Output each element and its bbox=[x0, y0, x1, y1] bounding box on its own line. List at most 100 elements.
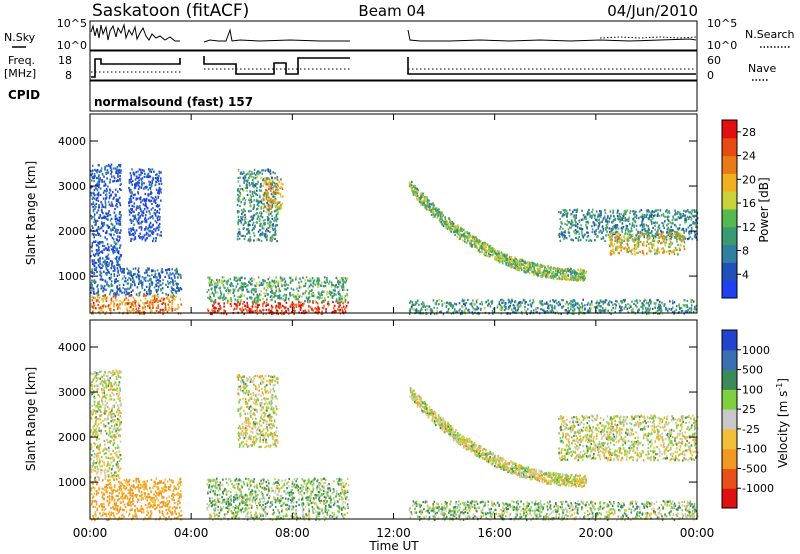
echo-cell bbox=[472, 238, 475, 241]
echo-cell bbox=[245, 218, 247, 221]
echo-cell bbox=[240, 221, 242, 224]
cpid-label: CPID bbox=[8, 88, 40, 102]
echo-cell bbox=[269, 237, 272, 240]
echo-cell bbox=[567, 309, 570, 312]
echo-cell bbox=[154, 229, 157, 232]
echo-cell bbox=[656, 309, 659, 312]
echo-cell bbox=[639, 233, 641, 236]
freq-label-line2: [MHz] bbox=[4, 67, 36, 80]
echo-cell bbox=[658, 251, 661, 254]
echo-cell bbox=[161, 271, 164, 274]
echo-cell bbox=[644, 310, 647, 313]
echo-cell bbox=[607, 309, 609, 312]
echo-cell bbox=[498, 302, 501, 306]
echo-cell bbox=[504, 302, 507, 305]
echo-cell bbox=[145, 187, 147, 190]
echo-cell bbox=[321, 290, 324, 293]
echo-cell bbox=[110, 282, 112, 286]
echo-cell bbox=[688, 311, 691, 314]
echo-cell bbox=[337, 291, 340, 294]
echo-cell bbox=[100, 287, 103, 290]
echo-cell bbox=[553, 307, 556, 310]
echo-cell bbox=[105, 311, 108, 314]
echo-cell bbox=[104, 184, 107, 187]
echo-cell bbox=[276, 212, 279, 215]
echo-cell bbox=[101, 204, 104, 207]
echo-cell bbox=[99, 215, 102, 218]
echo-cell bbox=[616, 246, 619, 249]
echo-cell bbox=[94, 297, 96, 300]
echo-cell bbox=[274, 172, 276, 175]
echo-cell bbox=[281, 187, 284, 190]
echo-cell bbox=[135, 307, 138, 310]
echo-cell bbox=[682, 304, 685, 307]
echo-cell bbox=[273, 292, 275, 295]
echo-cell bbox=[106, 224, 109, 227]
echo-cell bbox=[608, 304, 610, 307]
echo-cell bbox=[580, 227, 582, 230]
nsky-tick-top-right: 10^5 bbox=[707, 17, 737, 30]
echo-cell bbox=[159, 299, 162, 302]
echo-cell bbox=[275, 289, 278, 292]
echo-cell bbox=[157, 228, 160, 232]
echo-cell bbox=[247, 231, 250, 234]
echo-cell bbox=[576, 306, 579, 309]
echo-cell bbox=[621, 218, 623, 221]
echo-cell bbox=[653, 243, 655, 246]
echo-cell bbox=[265, 188, 267, 191]
echo-cell bbox=[633, 250, 636, 253]
echo-cell bbox=[147, 305, 149, 308]
echo-cell bbox=[166, 296, 169, 299]
echo-cell bbox=[274, 201, 277, 204]
echo-cell bbox=[573, 230, 575, 233]
echo-cell bbox=[658, 227, 661, 230]
echo-cell bbox=[422, 195, 425, 199]
echo-cell bbox=[590, 214, 593, 217]
echo-cell bbox=[612, 245, 614, 248]
echo-cell bbox=[654, 232, 657, 235]
echo-cell bbox=[424, 206, 426, 209]
echo-cell bbox=[207, 276, 209, 279]
echo-cell bbox=[219, 286, 222, 289]
echo-cell bbox=[238, 278, 240, 281]
echo-cell bbox=[627, 244, 629, 247]
echo-cell bbox=[214, 310, 216, 313]
echo-cell bbox=[91, 275, 94, 278]
echo-cell bbox=[133, 193, 135, 197]
echo-cell bbox=[237, 235, 239, 238]
echo-cell bbox=[424, 197, 427, 200]
echo-cell bbox=[667, 226, 670, 229]
echo-cell bbox=[259, 171, 261, 174]
echo-cell bbox=[150, 290, 152, 293]
echo-cell bbox=[566, 312, 569, 315]
echo-cell bbox=[134, 230, 136, 233]
echo-cell bbox=[688, 233, 691, 236]
echo-cell bbox=[609, 245, 612, 248]
echo-cell bbox=[155, 205, 158, 208]
echo-cell bbox=[510, 301, 512, 304]
echo-cell bbox=[260, 199, 263, 202]
echo-cell bbox=[266, 285, 268, 288]
echo-cell bbox=[575, 210, 578, 213]
echo-cell bbox=[338, 302, 340, 305]
echo-cell bbox=[128, 187, 130, 190]
echo-cell bbox=[675, 234, 678, 237]
echo-cell bbox=[277, 305, 280, 308]
echo-cell bbox=[107, 257, 110, 260]
echo-cell bbox=[96, 182, 98, 186]
echo-cell bbox=[267, 303, 269, 306]
echo-cell bbox=[235, 276, 237, 279]
echo-cell bbox=[530, 310, 532, 313]
echo-cell bbox=[323, 304, 325, 307]
echo-cell bbox=[145, 285, 148, 288]
echo-cell bbox=[98, 310, 101, 313]
echo-cell bbox=[111, 261, 114, 264]
echo-cell bbox=[344, 300, 346, 303]
echo-cell bbox=[442, 220, 445, 223]
echo-cell bbox=[227, 299, 229, 302]
echo-cell bbox=[156, 297, 158, 301]
echo-cell bbox=[685, 218, 687, 222]
echo-cell bbox=[597, 213, 600, 216]
echo-cell bbox=[325, 308, 327, 311]
echo-cell bbox=[255, 200, 258, 203]
